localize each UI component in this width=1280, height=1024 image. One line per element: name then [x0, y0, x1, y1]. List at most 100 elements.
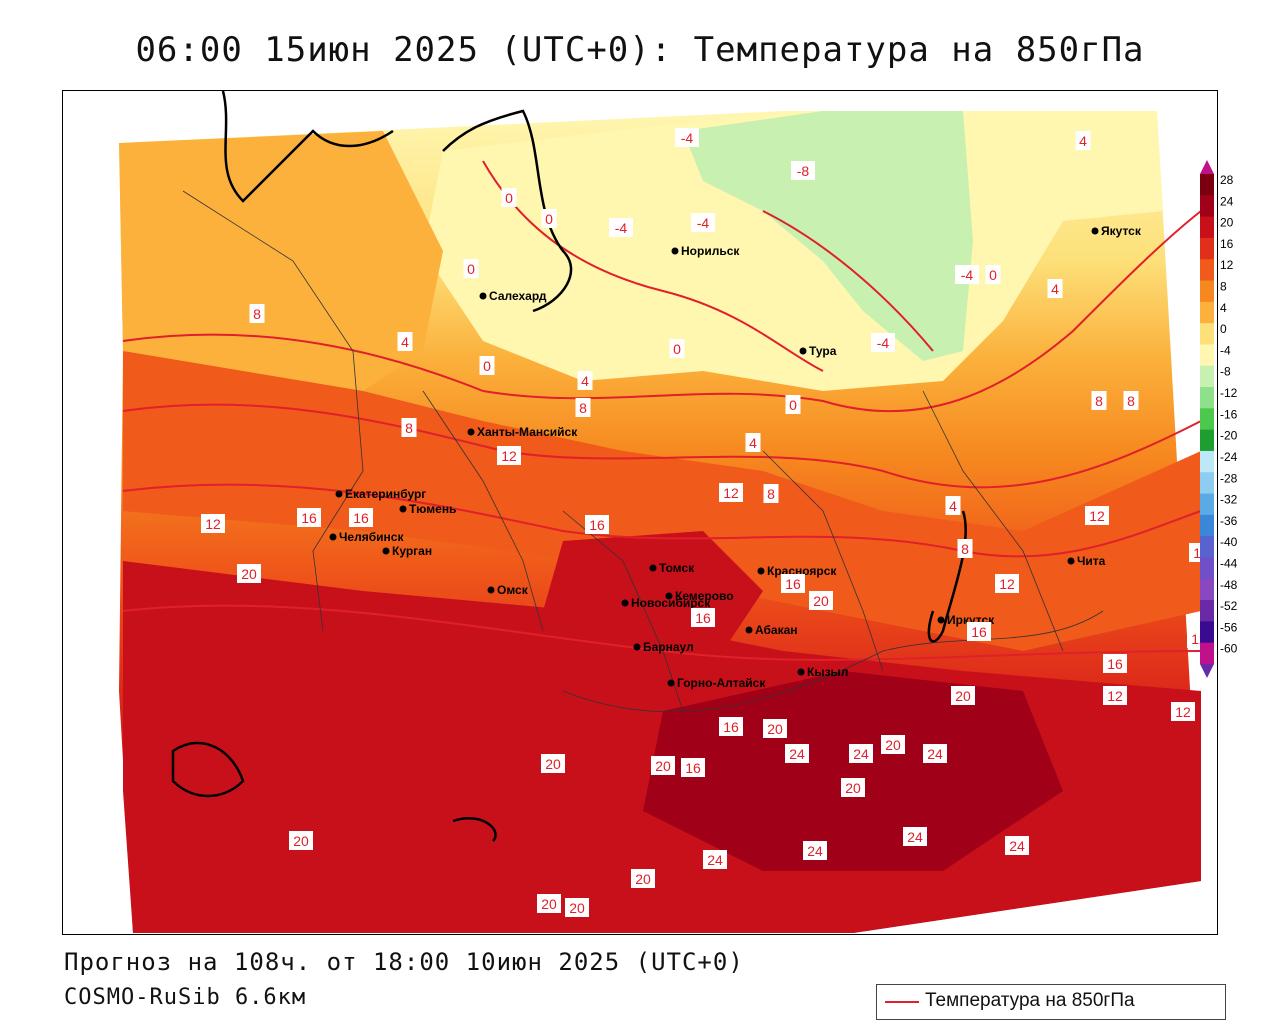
isotherm-label: 8 — [767, 486, 775, 502]
colorbar-tick-label: -44 — [1220, 556, 1238, 570]
isotherm-label-bg — [903, 827, 927, 846]
isotherm-label: 24 — [707, 852, 723, 868]
city-dot — [335, 490, 343, 498]
isotherm-label: 16 — [971, 624, 987, 640]
city-dot — [757, 567, 765, 575]
isotherm-label: 8 — [1095, 393, 1103, 409]
city-dot — [1067, 557, 1075, 565]
city-label: Барнаул — [643, 640, 694, 654]
colorbar-swatch — [1200, 493, 1214, 516]
isotherm-label-bg — [401, 418, 417, 437]
city-dot — [633, 643, 641, 651]
isotherm-label-bg — [675, 128, 699, 147]
isotherm-label-bg — [955, 265, 979, 284]
city-label: Салехард — [489, 289, 547, 303]
forecast-info: Прогноз на 108ч. от 18:00 10июн 2025 (UT… — [64, 948, 744, 976]
isotherm-label-bg — [967, 622, 991, 641]
colorbar-tick-label: -60 — [1220, 642, 1238, 656]
isotherm-label-bg — [289, 831, 313, 850]
isotherm-label: 4 — [401, 334, 409, 350]
isotherm-label-bg — [577, 371, 593, 390]
colorbar-swatch — [1200, 280, 1214, 303]
colorbar-swatch — [1200, 237, 1214, 260]
isotherm-label-bg — [1123, 391, 1139, 410]
city-label: Челябинск — [339, 530, 404, 544]
isotherm-label: 20 — [569, 900, 585, 916]
colorbar-swatch — [1200, 536, 1214, 558]
isotherm-label: 12 — [205, 516, 221, 532]
isotherm-label-bg — [297, 508, 321, 527]
colorbar-swatch — [1200, 578, 1214, 601]
isotherm-label: 20 — [845, 780, 861, 796]
isotherm-label: 12 — [1089, 508, 1105, 524]
isotherm-label-bg — [951, 686, 975, 705]
region-borders — [182, 190, 1104, 713]
colorbar-swatch — [1200, 642, 1214, 665]
isotherm-label: 20 — [241, 566, 257, 582]
isotherm-label: 16 — [353, 510, 369, 526]
colorbar-swatch — [1200, 387, 1214, 409]
isotherm-label: 16 — [685, 760, 701, 776]
isotherm-label-bg — [565, 898, 589, 917]
isotherm-label-bg — [763, 484, 779, 503]
isotherm-label-bg — [1005, 836, 1029, 855]
isotherm-label: 16 — [301, 510, 317, 526]
isotherm-label: 4 — [1051, 281, 1059, 297]
isotherm-label: 0 — [789, 397, 797, 413]
city-label: Тура — [809, 344, 837, 358]
colorbar-swatch — [1200, 216, 1214, 239]
city-dot — [649, 564, 657, 572]
isotherm-label: -4 — [877, 335, 890, 351]
isotherm-label: 20 — [767, 721, 783, 737]
colorbar-swatch — [1200, 621, 1214, 644]
legend-label: Температура на 850гПа — [925, 990, 1135, 1011]
isotherm-label: 20 — [293, 833, 309, 849]
warm-west — [119, 131, 443, 391]
temperature-map[interactable]: Якутск Норильск Салехард Тура Ханты-Мансийск… — [62, 90, 1218, 935]
city-dot — [479, 292, 487, 300]
isotherm-labels: -4 -8 -4 -4 -4 -4 0 0 0 0 0 0 0 4 4 4 4 4 4 8 8 8 8 8 8 8 12 12 12 12… — [201, 128, 1213, 917]
colorbar-tick-label: 28 — [1220, 173, 1234, 187]
isotherm-label: -4 — [961, 267, 974, 283]
colorbar-swatch — [1200, 429, 1214, 452]
isotherm-label-bg — [849, 744, 873, 763]
city-label: Абакан — [755, 623, 798, 637]
city-dot — [467, 428, 475, 436]
isotherm-label: 16 — [785, 576, 801, 592]
city-label: Курган — [392, 544, 432, 558]
city-label: Кемерово — [675, 589, 734, 603]
colorbar-tick-label: -20 — [1220, 429, 1238, 443]
isotherm-label: 0 — [673, 341, 681, 357]
isotherm-label-bg — [781, 574, 805, 593]
city-markers: Якутск Норильск Салехард Тура Ханты-Мансийск… — [329, 224, 1142, 690]
isotherm-label-bg — [1047, 279, 1063, 298]
isotherm-label: -4 — [697, 215, 710, 231]
isotherm-label-bg — [681, 758, 705, 777]
isotherm-label: 20 — [545, 756, 561, 772]
isotherm-label-bg — [763, 719, 787, 738]
cold-region-north — [423, 111, 1163, 391]
city-label: Тюмень — [409, 502, 456, 516]
isotherm-label-bg — [463, 259, 479, 278]
isotherm-label-bg — [957, 539, 973, 558]
city-label: Омск — [497, 583, 529, 597]
isotherm-label: 0 — [483, 358, 491, 374]
isotherm-label-bg — [1103, 654, 1127, 673]
isotherm-label-bg — [497, 446, 521, 465]
isotherm-label-bg — [631, 869, 655, 888]
city-label: Томск — [659, 561, 695, 575]
colorbar-tick-label: -48 — [1220, 578, 1238, 592]
isotherm-label-bg — [985, 265, 1001, 284]
isotherm-label: 16 — [695, 610, 711, 626]
isotherm-label: 4 — [1079, 133, 1087, 149]
city-dot — [399, 505, 407, 513]
city-dot — [799, 347, 807, 355]
isotherm-label-bg — [785, 744, 809, 763]
isotherm-label: 0 — [467, 261, 475, 277]
isotherm-label: 8 — [1127, 393, 1135, 409]
isotherm-label-bg — [609, 218, 633, 237]
colorbar-tick-label: -56 — [1220, 620, 1238, 634]
city-dot — [665, 592, 673, 600]
legend-line-swatch — [885, 1001, 919, 1003]
colorbar-swatch — [1200, 195, 1214, 218]
